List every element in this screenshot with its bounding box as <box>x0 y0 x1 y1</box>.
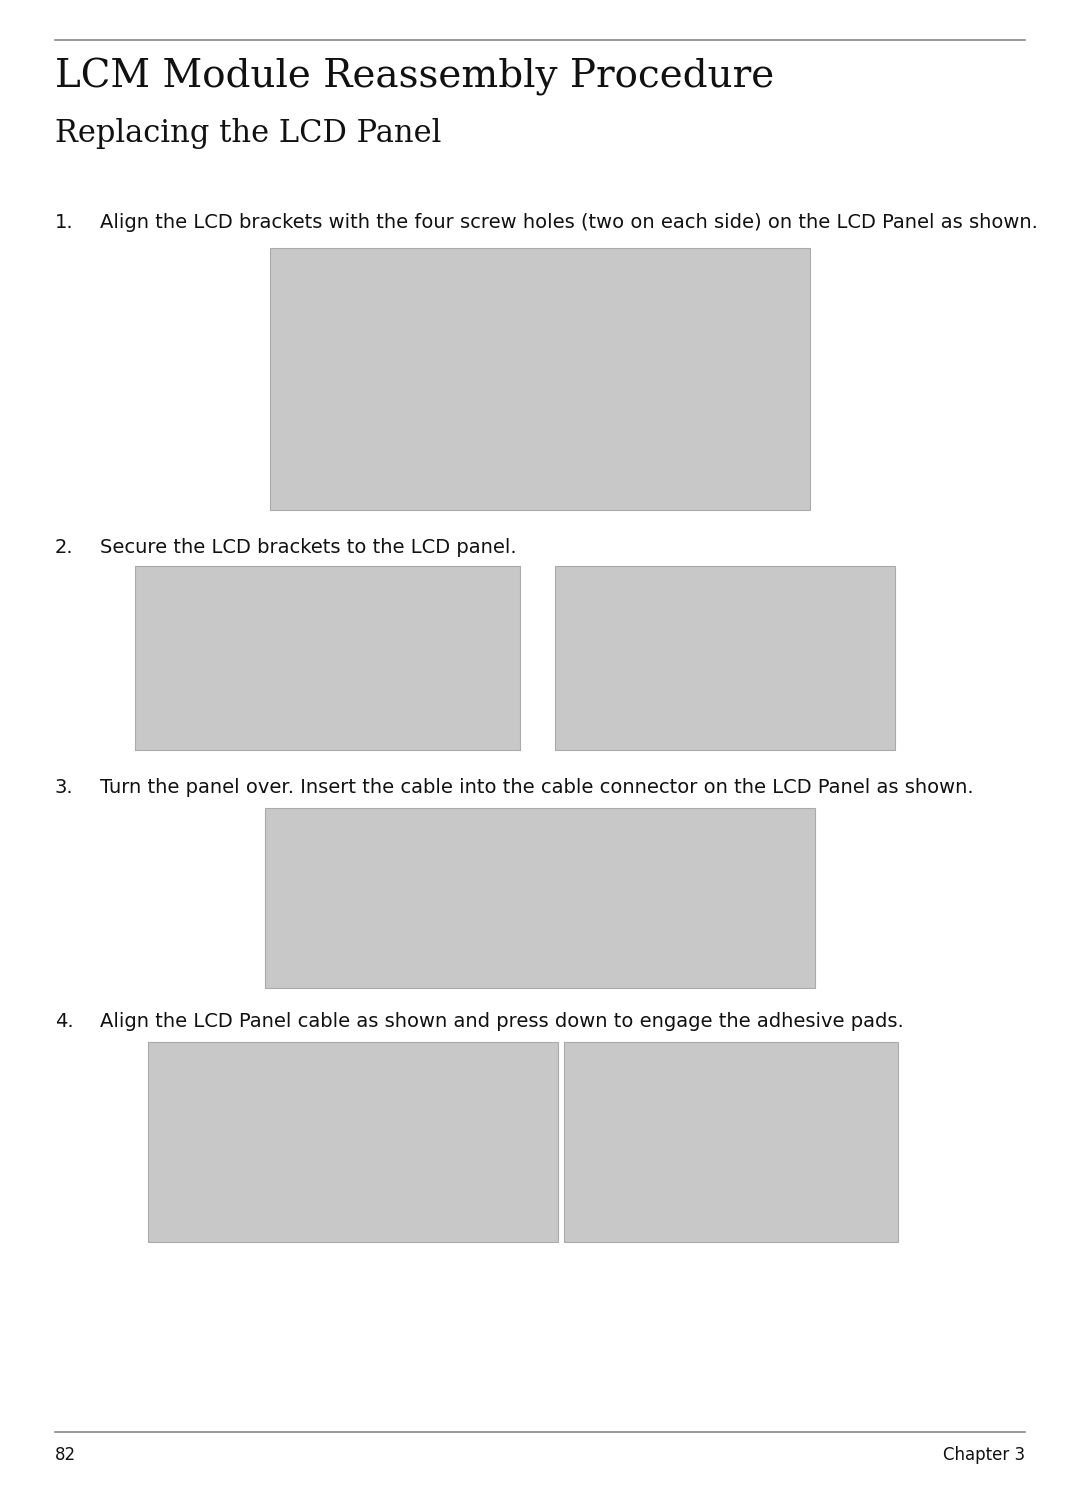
Bar <box>148 1042 558 1241</box>
Text: Chapter 3: Chapter 3 <box>943 1445 1025 1464</box>
Text: Turn the panel over. Insert the cable into the cable connector on the LCD Panel : Turn the panel over. Insert the cable in… <box>100 779 974 797</box>
Bar <box>564 1042 897 1241</box>
Text: 2.: 2. <box>55 538 73 556</box>
Text: Align the LCD Panel cable as shown and press down to engage the adhesive pads.: Align the LCD Panel cable as shown and p… <box>100 1012 904 1031</box>
Text: Replacing the LCD Panel: Replacing the LCD Panel <box>55 118 442 150</box>
Text: Secure the LCD brackets to the LCD panel.: Secure the LCD brackets to the LCD panel… <box>100 538 516 556</box>
Text: 3.: 3. <box>55 779 73 797</box>
Bar <box>555 565 895 750</box>
Text: 82: 82 <box>55 1445 76 1464</box>
Bar <box>265 807 815 987</box>
Text: LCM Module Reassembly Procedure: LCM Module Reassembly Procedure <box>55 57 774 95</box>
Text: 1.: 1. <box>55 213 73 231</box>
Bar <box>270 248 810 510</box>
Text: 4.: 4. <box>55 1012 73 1031</box>
Text: Align the LCD brackets with the four screw holes (two on each side) on the LCD P: Align the LCD brackets with the four scr… <box>100 213 1038 231</box>
Bar <box>135 565 519 750</box>
